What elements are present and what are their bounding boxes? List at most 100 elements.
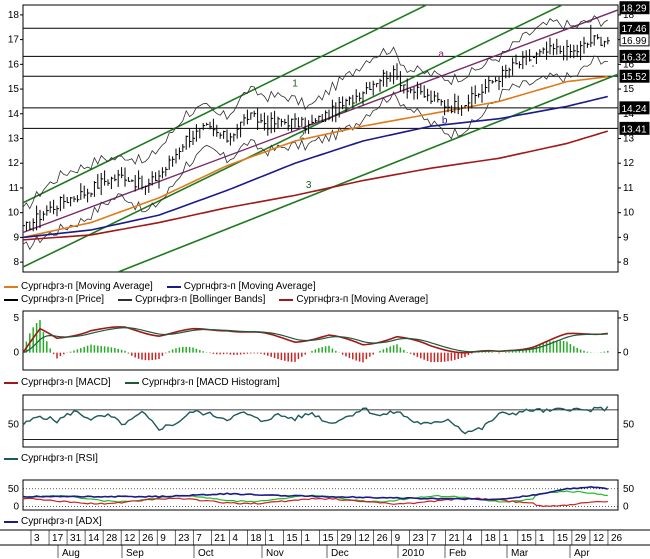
price-box (619, 121, 650, 135)
day-label: 12 (124, 533, 136, 544)
legend-item-rsi: Сургнфгз-п [RSI] (4, 453, 98, 464)
legend-label: Сургнфгз-п [Moving Average] (183, 281, 316, 292)
legend-swatch (166, 285, 181, 288)
price-box-label: 15.52 (621, 72, 646, 83)
legend-swatch (4, 457, 18, 460)
ma-long-line (23, 95, 608, 239)
rsi-tick-label-left: 50 (8, 420, 20, 431)
day-label: 12 (593, 533, 605, 544)
price-tick-label-left: 17 (8, 35, 20, 46)
ma-short-line (23, 75, 608, 239)
month-label: Dec (331, 548, 349, 559)
adx-tick-label-left: 50 (8, 484, 20, 495)
price-tick-label-left: 18 (8, 10, 20, 21)
price-bars (23, 24, 610, 232)
day-label: 14 (88, 533, 100, 544)
price-panel: 8899101011111212131314141515161617171818… (8, 1, 650, 273)
day-label: 7 (431, 533, 437, 544)
price-tick-label-right: 16 (623, 59, 635, 70)
day-label: 26 (142, 533, 154, 544)
wave-label: a (438, 49, 444, 60)
wave-label: 3 (306, 180, 312, 191)
day-label: 15 (322, 533, 334, 544)
price-tick-label-right: 9 (623, 232, 629, 243)
legend-item-macd-histogram: Сургнфгз-п [MACD Histogram] (124, 377, 280, 388)
price-tick-label-left: 14 (8, 109, 20, 120)
price-legend-row-2: Сургнфгз-п [Price] Сургнфгз-п [Bollinger… (0, 293, 438, 306)
month-label: Apr (574, 548, 590, 559)
wave-label: b (442, 116, 448, 127)
price-box-label: 18.29 (621, 4, 646, 15)
legend-swatch (4, 298, 18, 301)
date-axis: 3 17 31 14 28 12 26 9 23 7 21 4 18 1 15 1 15 29 12 26 9 23 7 21… (0, 529, 650, 559)
price-tick-label-left: 13 (8, 134, 20, 145)
price-tick-label-left: 12 (8, 158, 20, 169)
day-label: 28 (106, 533, 118, 544)
price-tick-label-left: 10 (8, 208, 20, 219)
day-label: 21 (449, 533, 461, 544)
day-label: 15 (286, 533, 298, 544)
price-tick-label-left: 16 (8, 59, 20, 70)
price-legend-row-1: Сургнфгз-п [Moving Average] Сургнфгз-п [… (0, 280, 326, 293)
month-label: Feb (449, 548, 467, 559)
day-label: 26 (611, 533, 623, 544)
month-label: 2010 (402, 548, 425, 559)
macd-legend-row: Сургнфгз-п [MACD] Сургнфгз-п [MACD Histo… (0, 376, 290, 389)
rsi-line (22, 406, 609, 435)
legend-label: Сургнфгз-п [Price] (21, 294, 105, 305)
month-label: Sep (126, 548, 144, 559)
adx-panel: 0 0 50 50 (8, 479, 635, 512)
day-label: 31 (70, 533, 82, 544)
day-label: 23 (413, 533, 425, 544)
day-label: 29 (341, 533, 353, 544)
price-tick-label-left: 8 (13, 257, 19, 268)
price-tick-label-left: 9 (13, 232, 19, 243)
legend-label: Сургнфгз-п [MACD Histogram] (141, 377, 280, 388)
channel-line (23, 5, 429, 204)
price-plot-area (23, 5, 618, 272)
legend-item-adx: Сургнфгз-п [ADX] (4, 516, 102, 527)
macd-frame (22, 310, 619, 371)
price-box-label: 13.41 (621, 124, 646, 135)
legend-label: Сургнфгз-п [ADX] (21, 516, 102, 527)
month-label: Aug (62, 548, 80, 559)
legend-swatch (4, 520, 18, 523)
rsi-frame (22, 394, 619, 448)
legend-label: Сургнфгз-п [RSI] (21, 453, 98, 464)
month-label: Mar (511, 548, 529, 559)
legend-item-ma-long: Сургнфгз-п [Moving Average] (166, 281, 316, 292)
price-box (619, 69, 650, 83)
price-tick-label-left: 11 (9, 183, 20, 194)
macd-tick-label-left: 5 (13, 313, 19, 324)
di-minus-line (22, 497, 608, 507)
day-label: 1 (304, 533, 310, 544)
day-label: 21 (214, 533, 226, 544)
legend-label: Сургнфгз-п [Bollinger Bands] (135, 294, 266, 305)
day-label: 9 (160, 533, 166, 544)
price-box (619, 1, 650, 15)
legend-item-macd: Сургнфгз-п [MACD] (4, 377, 111, 388)
legend-item-price: Сургнфгз-п [Price] (4, 294, 104, 305)
macd-tick-label-right: 0 (623, 348, 629, 359)
legend-label: Сургнфгз-п [Moving Average] (21, 281, 153, 292)
month-label: Oct (198, 548, 214, 559)
month-label: Nov (266, 548, 284, 559)
macd-histogram (25, 320, 609, 363)
price-tick-label-right: 8 (623, 257, 629, 268)
legend-label: Сургнфгз-п [MACD] (21, 377, 111, 388)
rsi-tick-label-right: 50 (623, 420, 635, 431)
price-box (619, 33, 650, 47)
price-box (619, 49, 650, 63)
legend-swatch (279, 298, 294, 301)
price-box-label: 17.46 (621, 24, 646, 35)
adx-tick-label-left: 0 (13, 501, 19, 512)
wave-label: 2 (299, 131, 305, 142)
day-label: 3 (34, 533, 40, 544)
rsi-legend-row: Сургнфгз-п [RSI] (0, 452, 108, 465)
legend-item-ma-very-long: Сургнфгз-п [Moving Average] (279, 294, 428, 305)
channel-line (23, 5, 564, 268)
price-tick-label-right: 15 (623, 84, 635, 95)
day-label: 1 (268, 533, 274, 544)
day-label: 17 (52, 533, 64, 544)
